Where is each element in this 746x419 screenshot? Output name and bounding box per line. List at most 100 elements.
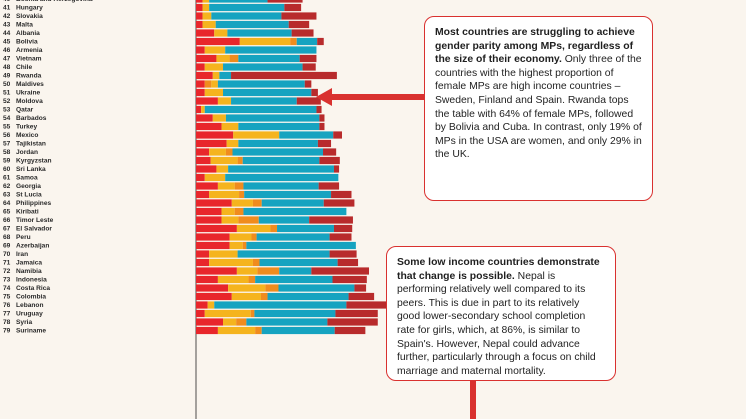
bar-segment-teal xyxy=(232,148,324,156)
bar-segment-orange xyxy=(229,54,239,63)
bar-segment-orange xyxy=(234,207,244,216)
bar-segment-teal xyxy=(258,216,310,224)
bar-segment-dark xyxy=(323,199,355,207)
bar-segment-teal xyxy=(243,182,319,190)
country-label: Bosnia and Herzegovina xyxy=(16,0,93,3)
bar-segment-teal xyxy=(279,267,312,275)
bar-segment-yellow xyxy=(221,122,239,131)
bar-segment-dark xyxy=(311,88,318,97)
bar-segment-yellow xyxy=(209,190,240,199)
bar-segment-dark xyxy=(329,250,357,258)
bar-segment-red xyxy=(196,71,213,80)
bar-segment-red xyxy=(196,54,217,63)
bar-segment-red xyxy=(196,131,234,139)
bar-segment-dark xyxy=(331,190,352,199)
bar-segment-red xyxy=(196,182,218,190)
bar-segment-red xyxy=(196,3,203,12)
rank-label: 77 xyxy=(3,311,11,318)
bar-segment-dark xyxy=(302,63,316,71)
rank-label: 61 xyxy=(3,175,11,182)
bar-segment-dark xyxy=(319,122,325,131)
bar-segment-yellow xyxy=(236,267,258,275)
country-label: Sri Lanka xyxy=(16,166,46,173)
callout-2-body: Nepal is performing relatively well comp… xyxy=(397,270,596,377)
bar-segment-teal xyxy=(211,12,282,20)
bar-segment-yellow xyxy=(209,250,238,258)
bar-segment-yellow xyxy=(210,156,238,165)
bar-segment-dark xyxy=(231,71,337,80)
bar-segment-orange xyxy=(290,37,297,46)
bar-segment-teal xyxy=(261,326,335,335)
bar-segment-yellow xyxy=(204,46,226,54)
bar-segment-red xyxy=(196,37,240,46)
bar-segment-dark xyxy=(319,114,325,122)
rank-label: 43 xyxy=(3,22,11,29)
bar-segment-orange xyxy=(252,258,260,267)
rank-label: 78 xyxy=(3,319,11,326)
bar-segment-red xyxy=(196,63,205,71)
rank-label: 73 xyxy=(3,277,11,284)
bar-segment-yellow xyxy=(217,275,249,284)
bar-segment-orange xyxy=(204,80,212,88)
bar-segment-red xyxy=(196,267,237,275)
bar-segment-teal xyxy=(246,318,328,326)
bar-segment-red xyxy=(196,148,210,156)
bar-segment-red xyxy=(196,165,217,173)
bar-segment-dark xyxy=(284,3,302,12)
country-label: Iran xyxy=(16,251,28,258)
bar-segment-dark xyxy=(267,0,303,3)
bar-segment-yellow xyxy=(209,258,253,267)
bar-segment-teal xyxy=(278,284,355,292)
bar-segment-yellow xyxy=(212,71,220,80)
bar-segment-yellow xyxy=(204,63,224,71)
callout-1-heading: Most countries are struggling to achieve… xyxy=(435,27,635,66)
bar-segment-teal xyxy=(238,54,300,63)
country-label: Bolivia xyxy=(16,39,38,46)
bar-segment-yellow xyxy=(217,326,256,335)
bar-segment-dark xyxy=(311,267,370,275)
country-label: Jordan xyxy=(16,149,38,156)
rank-label: 74 xyxy=(3,285,11,292)
bar-segment-yellow xyxy=(229,233,252,241)
rank-label: 42 xyxy=(3,13,11,20)
bar-segment-teal xyxy=(219,71,232,80)
bar-segment-teal xyxy=(256,233,330,241)
bar-segment-dark xyxy=(348,292,375,301)
rank-label: 52 xyxy=(3,98,11,105)
bar-segment-dark xyxy=(288,20,310,29)
rank-label: 51 xyxy=(3,90,11,97)
rank-label: 65 xyxy=(3,209,11,216)
country-label: Armenia xyxy=(16,47,43,54)
rank-label: 44 xyxy=(3,30,11,37)
bar-segment-yellow xyxy=(201,105,205,114)
country-label: Colombia xyxy=(16,294,46,301)
bar-segment-orange xyxy=(234,182,244,190)
bar-segment-orange xyxy=(251,233,257,241)
bar-segment-dark xyxy=(291,29,314,37)
bar-segment-dark xyxy=(296,97,321,105)
country-label: Albania xyxy=(16,30,40,37)
bar-segment-orange xyxy=(270,224,278,233)
bar-segment-red xyxy=(196,233,230,241)
callout-2-connector xyxy=(470,381,476,419)
rank-label: 49 xyxy=(3,73,11,80)
bar-segment-dark xyxy=(299,54,317,63)
country-label: Namibia xyxy=(16,268,42,275)
bar-segment-teal xyxy=(277,224,334,233)
callout-gender-parity: Most countries are struggling to achieve… xyxy=(424,16,653,201)
bar-segment-orange xyxy=(260,292,268,301)
rank-label: 50 xyxy=(3,81,11,88)
bar-segment-yellow xyxy=(202,12,212,20)
bar-segment-yellow xyxy=(202,0,210,3)
bar-segment-red xyxy=(196,156,211,165)
country-label: Philippines xyxy=(16,200,52,207)
bar-segment-teal xyxy=(254,309,336,318)
country-label: Moldova xyxy=(16,98,43,105)
bar-segment-red xyxy=(196,29,215,37)
bar-segment-dark xyxy=(317,37,324,46)
country-labels: 40 Bosnia and Herzegovina 41 Hungary 42 Slova… xyxy=(3,0,93,335)
bar-segment-teal xyxy=(259,258,338,267)
bar-segment-red xyxy=(196,216,222,224)
bar-segment-teal xyxy=(261,199,324,207)
